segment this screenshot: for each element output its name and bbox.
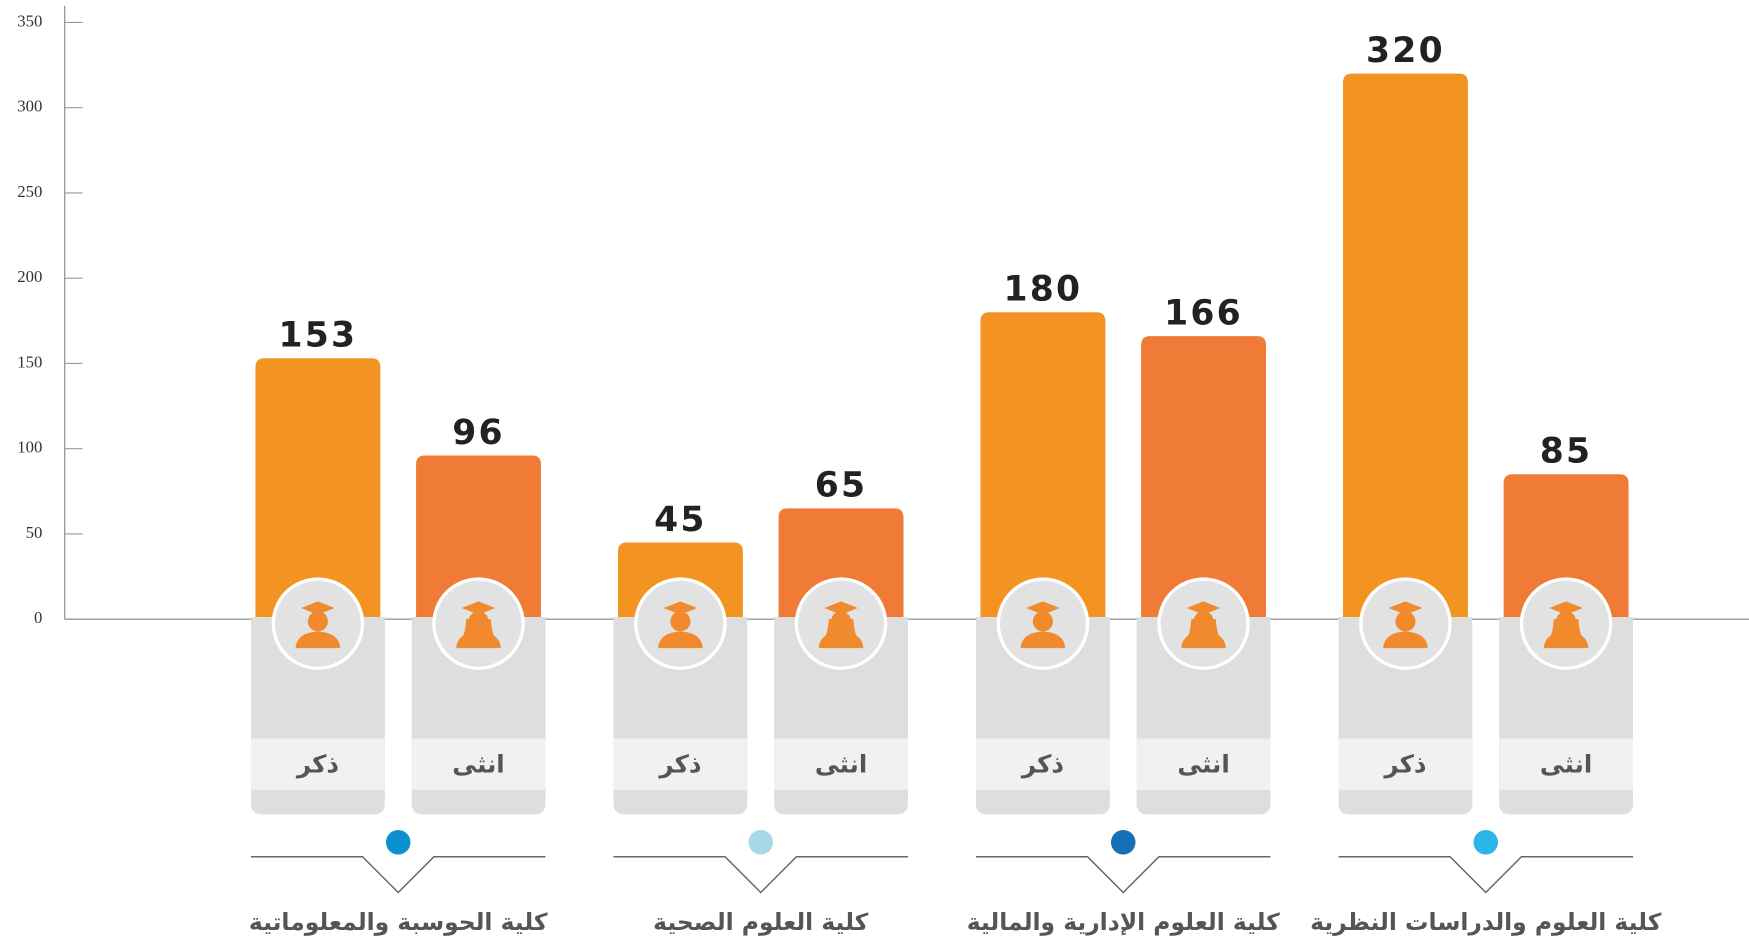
icon-body bbox=[295, 631, 341, 649]
value-label: 320 bbox=[1366, 31, 1445, 71]
male-icon bbox=[996, 577, 1090, 670]
series-label: ذكر bbox=[295, 749, 339, 778]
category-label: كلية العلوم والدراسات النظرية bbox=[1310, 908, 1662, 936]
category-bracket bbox=[1338, 856, 1633, 894]
bar bbox=[1342, 73, 1468, 617]
bar bbox=[255, 358, 381, 617]
series-label: انثى bbox=[1177, 749, 1229, 778]
category-dot bbox=[1110, 829, 1136, 855]
y-tick-label: 150 bbox=[17, 352, 42, 371]
icon-hair bbox=[1549, 619, 1583, 638]
y-tick-label: 350 bbox=[17, 11, 42, 30]
icon-hair bbox=[824, 619, 858, 638]
icon-cap bbox=[301, 601, 335, 615]
bar bbox=[416, 455, 541, 617]
icon-head bbox=[1395, 611, 1416, 632]
category-label: كلية العلوم الإدارية والمالية bbox=[967, 908, 1280, 936]
bar bbox=[1141, 336, 1267, 617]
y-tick-label: 100 bbox=[17, 438, 42, 457]
label-band bbox=[613, 738, 748, 790]
value-label: 166 bbox=[1164, 293, 1243, 333]
y-tick-label: 300 bbox=[17, 97, 42, 116]
value-label: 180 bbox=[1004, 270, 1083, 310]
female-icon bbox=[794, 577, 888, 670]
category-bracket bbox=[613, 856, 908, 894]
icon-cap bbox=[1186, 601, 1221, 615]
label-band bbox=[1136, 738, 1271, 790]
value-label: 45 bbox=[654, 500, 707, 540]
male-icon bbox=[634, 577, 727, 670]
value-label: 96 bbox=[452, 413, 505, 453]
label-band bbox=[976, 738, 1110, 790]
label-band bbox=[411, 738, 546, 790]
male-icon bbox=[271, 577, 365, 670]
value-label: 85 bbox=[1540, 432, 1593, 472]
category-dot bbox=[748, 829, 773, 855]
series-label: انثى bbox=[1540, 749, 1592, 778]
category-label: كلية العلوم الصحية bbox=[653, 908, 869, 936]
label-band bbox=[250, 738, 385, 790]
icon-head bbox=[670, 611, 691, 632]
female-icon bbox=[432, 577, 525, 670]
y-tick-label: 200 bbox=[17, 267, 42, 286]
category-bracket bbox=[250, 856, 546, 894]
series-label: ذكر bbox=[1020, 749, 1064, 778]
series-label: ذكر bbox=[657, 749, 701, 778]
icon-cap bbox=[663, 601, 698, 615]
female-icon bbox=[1157, 577, 1250, 670]
y-tick-label: 0 bbox=[34, 608, 42, 627]
icon-head bbox=[1032, 611, 1053, 632]
category-bracket bbox=[976, 856, 1271, 894]
category-label: كلية الحوسبة والمعلوماتية bbox=[249, 908, 548, 936]
category-dot bbox=[1473, 829, 1499, 855]
icon-hair bbox=[1186, 619, 1221, 638]
icon-cap bbox=[461, 601, 496, 615]
label-band bbox=[1338, 738, 1473, 790]
icon-cap bbox=[1549, 601, 1583, 615]
icon-body bbox=[1383, 631, 1428, 649]
icon-head bbox=[307, 611, 328, 632]
bar bbox=[980, 312, 1106, 617]
y-tick-label: 50 bbox=[26, 523, 43, 542]
icon-hair bbox=[461, 619, 496, 638]
category-dot bbox=[385, 829, 411, 855]
value-label: 65 bbox=[815, 466, 868, 506]
series-label: انثى bbox=[452, 749, 504, 778]
female-icon bbox=[1519, 577, 1613, 670]
icon-body bbox=[1020, 631, 1066, 649]
icon-cap bbox=[824, 601, 858, 615]
label-band bbox=[774, 738, 908, 790]
male-icon bbox=[1359, 577, 1452, 670]
value-label: 153 bbox=[278, 316, 357, 356]
label-band bbox=[1499, 738, 1633, 790]
y-tick-label: 250 bbox=[17, 182, 42, 201]
bar bbox=[1503, 474, 1629, 617]
series-label: انثى bbox=[815, 749, 867, 778]
series-label: ذكر bbox=[1382, 749, 1426, 778]
icon-body bbox=[658, 631, 703, 649]
